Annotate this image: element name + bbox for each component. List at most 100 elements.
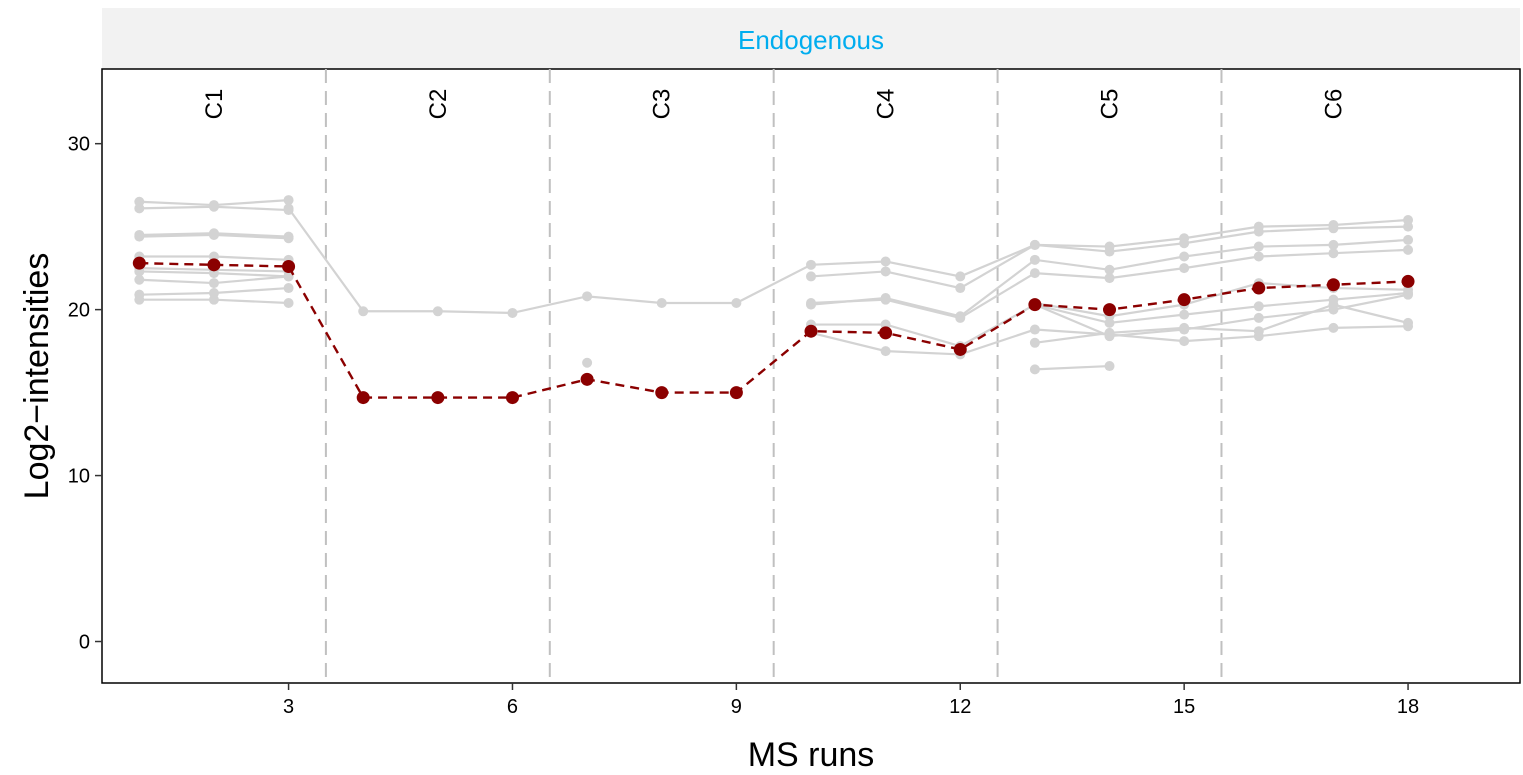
feature-point bbox=[283, 283, 294, 294]
y-axis: 0 10 20 30 bbox=[68, 134, 102, 654]
feature-point bbox=[1104, 317, 1115, 328]
summary-point bbox=[505, 391, 519, 405]
feature-point bbox=[1179, 251, 1190, 262]
summary-point bbox=[580, 372, 594, 386]
feature-point bbox=[1253, 241, 1264, 252]
y-tick-label: 30 bbox=[68, 134, 90, 156]
summary-series-line bbox=[139, 261, 1409, 399]
x-tick-label: 6 bbox=[507, 696, 518, 718]
x-tick-label: 15 bbox=[1173, 696, 1195, 718]
condition-label: C5 bbox=[1097, 89, 1124, 120]
summary-point bbox=[1326, 278, 1340, 292]
summary-point bbox=[1028, 298, 1042, 312]
feature-line bbox=[1034, 281, 1409, 318]
feature-point bbox=[731, 297, 742, 308]
summary-point bbox=[804, 324, 818, 338]
feature-point bbox=[806, 259, 816, 270]
feature-point bbox=[1328, 239, 1339, 250]
condition-labels: C1 C2 C3 C4 C5 C6 bbox=[201, 89, 1347, 120]
y-tick-label: 0 bbox=[79, 632, 90, 654]
summary-point bbox=[356, 391, 370, 405]
feature-point bbox=[1029, 268, 1040, 279]
feature-point bbox=[1179, 336, 1190, 347]
feature-point bbox=[1179, 309, 1190, 320]
condition-boundaries bbox=[324, 69, 1223, 683]
feature-point bbox=[880, 294, 891, 305]
feature-point bbox=[1104, 327, 1115, 338]
feature-point bbox=[1328, 223, 1339, 234]
feature-point bbox=[1104, 264, 1115, 275]
feature-point bbox=[507, 307, 518, 318]
feature-point bbox=[880, 346, 891, 357]
feature-point bbox=[806, 297, 816, 308]
feature-point bbox=[283, 271, 294, 282]
summary-point bbox=[1103, 303, 1117, 317]
feature-point bbox=[955, 283, 966, 294]
condition-label: C4 bbox=[873, 89, 900, 120]
feature-point bbox=[283, 195, 294, 206]
summary-point bbox=[207, 258, 221, 272]
x-tick-label: 9 bbox=[731, 696, 742, 718]
feature-point bbox=[1328, 299, 1339, 310]
condition-label: C3 bbox=[649, 89, 676, 120]
summary-point bbox=[879, 326, 893, 340]
feature-point bbox=[955, 271, 966, 282]
summary-point bbox=[729, 386, 743, 400]
feature-point bbox=[880, 256, 891, 267]
feature-point bbox=[1403, 317, 1414, 328]
feature-point bbox=[208, 201, 219, 212]
condition-label: C2 bbox=[425, 89, 452, 120]
summary-point bbox=[282, 259, 296, 273]
x-tick-label: 18 bbox=[1397, 696, 1419, 718]
feature-line bbox=[1034, 364, 1110, 371]
feature-line bbox=[1034, 303, 1409, 344]
feature-point bbox=[134, 274, 145, 285]
feature-point bbox=[1104, 361, 1115, 372]
feature-point bbox=[134, 231, 145, 242]
x-tick-label: 12 bbox=[949, 696, 971, 718]
condition-label: C6 bbox=[1320, 89, 1347, 120]
feature-point bbox=[358, 306, 369, 317]
feature-point bbox=[806, 271, 816, 282]
condition-label: C1 bbox=[201, 89, 228, 120]
feature-point bbox=[1029, 364, 1040, 375]
feature-point bbox=[1328, 322, 1339, 333]
x-tick-label: 3 bbox=[283, 696, 294, 718]
feature-point bbox=[1253, 326, 1264, 337]
feature-point bbox=[955, 312, 966, 323]
feature-point bbox=[1179, 238, 1190, 249]
summary-point bbox=[953, 342, 967, 356]
y-tick-label: 20 bbox=[68, 300, 90, 322]
feature-point bbox=[283, 203, 294, 214]
feature-point bbox=[283, 233, 294, 244]
feature-point bbox=[134, 294, 145, 305]
feature-point bbox=[1253, 301, 1264, 312]
feature-point bbox=[208, 278, 219, 289]
feature-point bbox=[208, 229, 219, 240]
feature-point bbox=[1029, 324, 1040, 335]
feature-point bbox=[1029, 254, 1040, 265]
feature-line bbox=[1034, 291, 1409, 325]
feature-point bbox=[582, 357, 593, 368]
plot-panel bbox=[101, 68, 1521, 684]
summary-point bbox=[1252, 281, 1266, 295]
feature-point bbox=[1029, 239, 1040, 250]
feature-point bbox=[1179, 263, 1190, 274]
feature-point bbox=[1104, 246, 1115, 257]
feature-point bbox=[1328, 248, 1339, 259]
feature-point bbox=[1179, 322, 1190, 333]
feature-point bbox=[1029, 337, 1040, 348]
summary-point bbox=[1177, 293, 1191, 307]
feature-point bbox=[1403, 221, 1414, 232]
feature-point bbox=[208, 294, 219, 305]
feature-point bbox=[134, 203, 145, 214]
x-axis-title: MS runs bbox=[748, 736, 875, 774]
summary-line bbox=[132, 256, 1415, 405]
facet-strip-title: Endogenous bbox=[738, 25, 884, 55]
y-tick-label: 10 bbox=[68, 466, 90, 488]
summary-point bbox=[132, 256, 146, 270]
summary-point bbox=[655, 386, 669, 400]
y-axis-title: Log2−intensities bbox=[18, 253, 56, 500]
feature-point bbox=[1253, 226, 1264, 237]
